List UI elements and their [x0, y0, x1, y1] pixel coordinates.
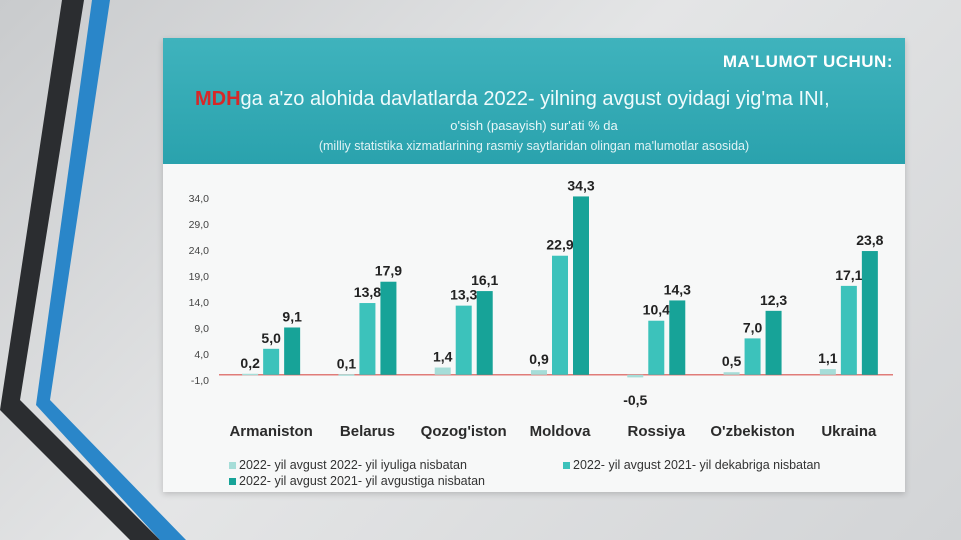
- bar-3: [861, 251, 878, 375]
- bar-2: [552, 255, 568, 375]
- bar-2: [648, 320, 665, 375]
- bar-3: [765, 310, 782, 375]
- data-label: 13,3: [450, 287, 477, 303]
- bar-3: [476, 291, 493, 375]
- bar-3: [380, 281, 397, 375]
- x-category-label: Moldova: [530, 423, 591, 440]
- y-tick-label: 4,0: [194, 349, 209, 361]
- legend-item-1: 2022- yil avgust 2022- yil iyuliga nisba…: [229, 458, 467, 472]
- bar-chart: -1,0 4,0 9,0 14,0 19,0 24,0 29,0 34,0 0,25,09,1 A…: [189, 177, 893, 440]
- bar-2: [744, 338, 761, 375]
- data-label: 16,1: [471, 272, 498, 288]
- data-label: 10,4: [643, 302, 670, 318]
- bar-2: [359, 303, 376, 375]
- bar-1: [819, 369, 836, 375]
- y-tick-label: 14,0: [189, 297, 210, 309]
- data-label: 0,9: [529, 351, 549, 367]
- data-label: 17,9: [375, 263, 402, 279]
- data-label: 14,3: [664, 281, 691, 297]
- bar-2: [455, 305, 472, 375]
- infographic-card: MA'LUMOT UCHUN: MDHga a'zo alohida davla…: [163, 38, 905, 492]
- y-tick-label: 29,0: [189, 219, 210, 231]
- bar-1: [434, 367, 451, 375]
- y-tick-label: 24,0: [189, 245, 210, 257]
- data-label: 22,9: [546, 237, 573, 253]
- data-label: 34,3: [567, 177, 594, 193]
- legend-swatch-3: [229, 478, 236, 486]
- legend-item-2: 2022- yil avgust 2021- yil dekabriga nis…: [563, 458, 820, 472]
- data-label: 5,0: [261, 330, 281, 346]
- data-label: 0,5: [722, 353, 742, 369]
- legend-label-3: 2022- yil avgust 2021- yil avgustiga nis…: [239, 474, 485, 488]
- y-tick-label: 34,0: [189, 193, 210, 205]
- data-label: 0,2: [240, 355, 260, 371]
- legend-swatch-1: [229, 462, 236, 470]
- chart-source: (milliy statistika xizmatlarining rasmiy…: [318, 139, 750, 153]
- data-label: 23,8: [856, 232, 883, 248]
- data-label: 12,3: [760, 292, 787, 308]
- x-category-label: Belarus: [340, 423, 395, 440]
- bar-1: [723, 372, 740, 375]
- chart-subtitle: o'sish (pasayish) sur'ati % da: [450, 118, 618, 133]
- chart-title: MDHga a'zo alohida davlatlarda 2022- yil…: [195, 88, 830, 111]
- x-category-label: Ukraina: [821, 423, 877, 440]
- data-label: 13,8: [354, 284, 381, 300]
- data-label: 7,0: [743, 319, 763, 335]
- data-label: -0,5: [623, 392, 647, 408]
- bar-1: [627, 374, 644, 378]
- title-text: ga a'zo alohida davlatlarda 2022- yilnin…: [240, 88, 830, 110]
- y-tick-label: -1,0: [191, 375, 209, 387]
- data-label: 0,1: [337, 355, 357, 371]
- bar-3: [284, 327, 301, 375]
- x-category-label: Rossiya: [628, 423, 686, 440]
- bar-3: [669, 300, 686, 375]
- title-brand: MDH: [195, 88, 241, 110]
- bar-3: [573, 196, 589, 375]
- y-tick-label: 9,0: [194, 323, 209, 335]
- info-kicker: MA'LUMOT UCHUN:: [722, 52, 893, 71]
- data-label: 1,1: [818, 350, 838, 366]
- legend-label-2: 2022- yil avgust 2021- yil dekabriga nis…: [573, 458, 821, 472]
- bar-2: [263, 348, 280, 375]
- data-label: 17,1: [835, 267, 862, 283]
- chart-header: MA'LUMOT UCHUN: MDHga a'zo alohida davla…: [163, 38, 905, 164]
- data-label: 1,4: [433, 349, 453, 365]
- y-tick-label: 19,0: [189, 271, 210, 283]
- bar-2: [840, 285, 857, 375]
- x-category-label: Armaniston: [229, 423, 312, 440]
- data-label: 9,1: [282, 308, 302, 324]
- legend-label-1: 2022- yil avgust 2022- yil iyuliga nisba…: [239, 458, 467, 472]
- bar-1: [242, 373, 259, 376]
- bar-1: [531, 370, 547, 375]
- legend-item-3: 2022- yil avgust 2021- yil avgustiga nis…: [229, 474, 485, 488]
- legend-swatch-2: [563, 462, 570, 470]
- x-category-label: Qozog'iston: [421, 423, 507, 440]
- bar-1: [338, 374, 355, 376]
- x-category-label: O'zbekiston: [710, 423, 794, 440]
